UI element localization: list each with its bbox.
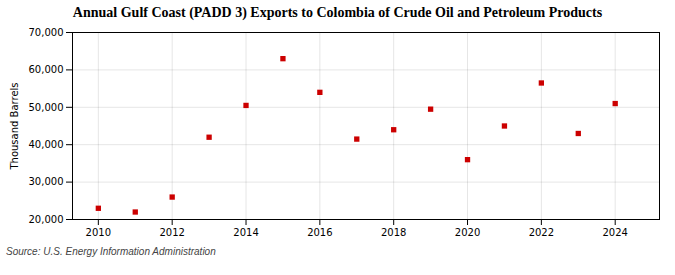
svg-text:2012: 2012 — [159, 227, 184, 238]
svg-text:Thousand Barrels: Thousand Barrels — [9, 82, 20, 170]
svg-text:20,000: 20,000 — [29, 214, 64, 225]
svg-text:50,000: 50,000 — [29, 102, 64, 113]
svg-text:2016: 2016 — [307, 227, 332, 238]
svg-text:2024: 2024 — [602, 227, 627, 238]
svg-text:2022: 2022 — [529, 227, 554, 238]
svg-text:70,000: 70,000 — [29, 27, 64, 38]
html-text:Source: U.S. Energy Informatio: Source: U.S. Energy Information Administ… — [6, 246, 216, 257]
svg-text:60,000: 60,000 — [29, 64, 64, 75]
svg-text:2020: 2020 — [455, 227, 480, 238]
svg-text:2014: 2014 — [233, 227, 258, 238]
html-text:Annual Gulf Coast (PADD 3) Exp: Annual Gulf Coast (PADD 3) Exports to Co… — [72, 5, 603, 20]
svg-text:30,000: 30,000 — [29, 176, 64, 187]
svg-text:2018: 2018 — [381, 227, 406, 238]
svg-text:40,000: 40,000 — [29, 139, 64, 150]
svg-text:2010: 2010 — [86, 227, 111, 238]
